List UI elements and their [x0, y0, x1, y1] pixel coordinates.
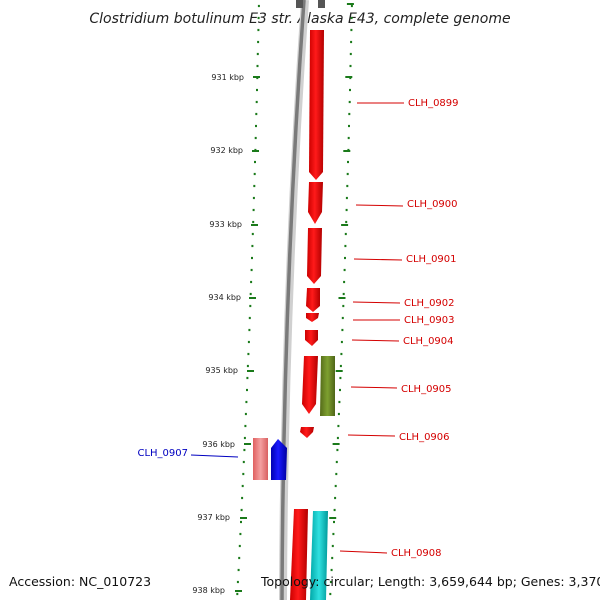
- scale-ticks: 931 kbp 932 kbp 933 kbp 934 kbp 935 kbp …: [192, 73, 260, 595]
- leader-line: [352, 301, 401, 304]
- tick-label: 935 kbp: [205, 366, 238, 375]
- tick-label: 931 kbp: [211, 73, 244, 82]
- leader-line: [350, 386, 398, 389]
- gene-arrow-CLH_0908: [290, 509, 308, 600]
- gene-label-CLH_0901: CLH_0901: [406, 254, 457, 265]
- gene-arrow-CLH_0901: [307, 228, 322, 284]
- gene-label-CLH_0902: CLH_0902: [404, 298, 455, 309]
- gene-label-CLH_0904: CLH_0904: [403, 336, 454, 347]
- tick-label: 936 kbp: [202, 440, 235, 449]
- gene-label-CLH_0907: CLH_0907: [137, 448, 188, 459]
- gene-arrow-CLH_0904: [305, 330, 318, 346]
- tick-label: 933 kbp: [209, 220, 242, 229]
- leader-line: [347, 434, 396, 437]
- gene-label-CLH_0906: CLH_0906: [399, 432, 450, 443]
- gene-labels: CLH_0899 CLH_0900 CLH_0901 CLH_0902 CLH_…: [137, 98, 458, 559]
- gene-label-CLH_0908: CLH_0908: [391, 548, 442, 559]
- gene-arrow-CLH_0903: [306, 313, 319, 322]
- leader-line: [355, 204, 404, 207]
- tick-label: 937 kbp: [197, 513, 230, 522]
- tick-label: 934 kbp: [208, 293, 241, 302]
- gene-arrow-partial-top: [318, 0, 325, 8]
- gene-arrow-cyan: [310, 511, 328, 600]
- tick-label: 938 kbp: [192, 586, 225, 595]
- gene-features: [253, 0, 335, 600]
- gene-label-CLH_0900: CLH_0900: [407, 199, 458, 210]
- genome-summary-text: Topology: circular; Length: 3,659,644 bp…: [261, 574, 600, 589]
- gene-label-CLH_0899: CLH_0899: [408, 98, 459, 109]
- gene-arrow-pink: [253, 438, 268, 480]
- grid-lines: [236, 3, 354, 596]
- gene-arrow-CLH_0906: [300, 427, 314, 438]
- gene-arrow-CLH_0905: [302, 356, 318, 414]
- tick-label: 932 kbp: [210, 146, 243, 155]
- leader-line: [351, 339, 400, 342]
- gene-arrow-CLH_0900: [308, 182, 323, 224]
- leader-line: [190, 454, 239, 458]
- leader-line: [339, 550, 388, 554]
- genome-backbone: [280, 0, 306, 600]
- gene-arrow-CLH_0902: [306, 288, 320, 312]
- gene-label-CLH_0905: CLH_0905: [401, 384, 452, 395]
- gene-arrow-CLH_0907: [271, 439, 287, 480]
- gene-arrow-olive: [320, 356, 335, 416]
- accession-text: Accession: NC_010723: [9, 574, 152, 589]
- gene-label-CLH_0903: CLH_0903: [404, 315, 455, 326]
- leader-line: [353, 258, 403, 261]
- gene-arrow-partial-top: [296, 0, 303, 8]
- gene-arrow-CLH_0899: [309, 30, 324, 180]
